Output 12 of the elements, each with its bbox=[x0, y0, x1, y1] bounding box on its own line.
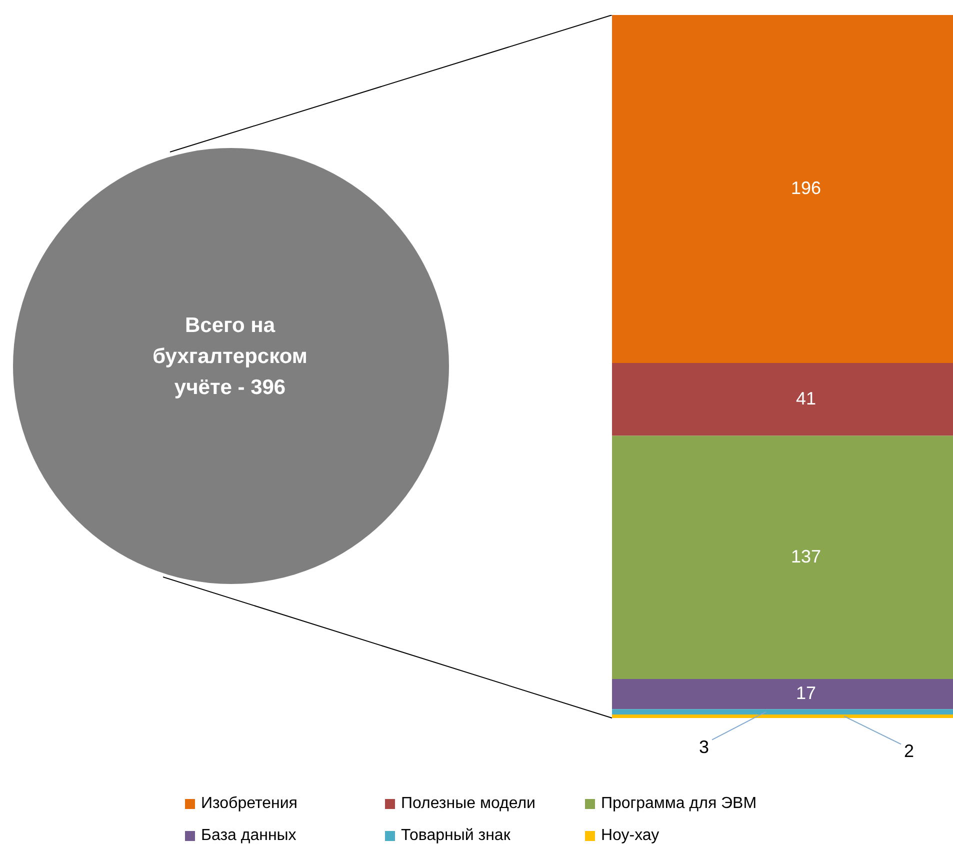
legend-label: Полезные модели bbox=[401, 795, 536, 813]
legend-label: Программа для ЭВМ bbox=[601, 795, 757, 813]
data-label: 137 bbox=[790, 546, 822, 566]
legend-label: Изобретения bbox=[201, 795, 298, 813]
data-label: 41 bbox=[796, 388, 816, 408]
data-label: 3 bbox=[698, 736, 710, 757]
data-label: 196 bbox=[790, 178, 822, 198]
data-label: 17 bbox=[796, 683, 816, 704]
legend-label: База данных bbox=[201, 827, 296, 845]
data-label: 2 bbox=[904, 741, 914, 762]
legend-label: Товарный знак bbox=[401, 827, 510, 845]
legend-label: Ноу-хау bbox=[601, 827, 660, 845]
